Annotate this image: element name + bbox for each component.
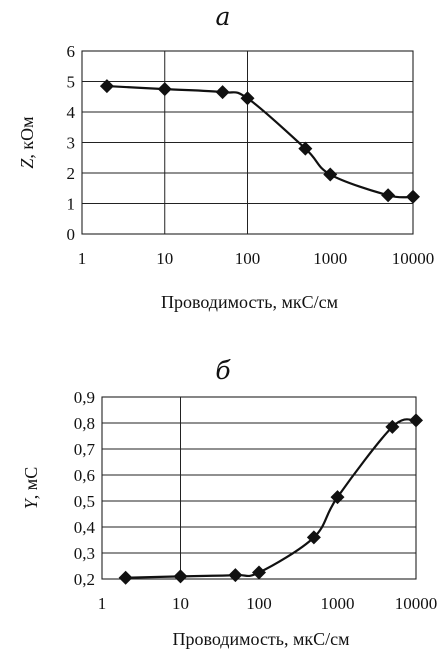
chart-panel-b: б 0,2 0,3 0,4 0,5 0,6 0,7 0,8 0,9 1 10 100 1000 1000… — [0, 330, 446, 659]
chart0-xtick-label: 1 — [78, 249, 87, 268]
chart1-ytick-label: 0,3 — [74, 544, 95, 563]
chart1-xtick-label: 10 — [172, 594, 189, 613]
chart0-data-point — [240, 91, 255, 106]
chart0-ytick-label: 3 — [67, 134, 76, 153]
chart1-xtick-label: 1 — [98, 594, 107, 613]
chart0-data-point — [298, 141, 313, 156]
chart1-y-axis-label: Y, мС — [21, 467, 41, 509]
chart0-xtick-label: 1000 — [313, 249, 347, 268]
chart1-xtick-label: 10000 — [395, 594, 438, 613]
chart-b-svg: 0,2 0,3 0,4 0,5 0,6 0,7 0,8 0,9 1 10 100 1000 10000 Y… — [21, 388, 438, 649]
chart1-data-point — [306, 530, 321, 545]
chart0-series-line — [106, 84, 414, 199]
chart0-data-point — [99, 79, 114, 94]
chart1-ytick-label: 0,2 — [74, 570, 95, 589]
chart0-data-point — [323, 167, 338, 182]
chart1-xtick-label: 100 — [246, 594, 272, 613]
chart0-data-point — [406, 189, 420, 204]
chart0-ytick-label: 4 — [67, 103, 76, 122]
chart1-ytick-label: 0,4 — [74, 518, 96, 537]
panel-a-letter: а — [215, 2, 231, 31]
chart0-y-axis-label: Z, кОм — [17, 116, 37, 168]
chart-panel-a: а 0 1 2 3 4 5 6 1 10 100 1000 10000 Z, кОм Проводимос… — [17, 2, 435, 312]
chart1-xtick-label: 1000 — [321, 594, 355, 613]
panel-b-letter: б — [215, 356, 231, 385]
chart1-data-point — [228, 568, 243, 583]
chart1-data-point — [385, 419, 400, 434]
chart0-ytick-label: 5 — [67, 73, 76, 92]
chart1-ytick-label: 0,5 — [74, 492, 95, 511]
chart0-plot-frame — [81, 50, 414, 235]
chart0-xtick-label: 10 — [156, 249, 173, 268]
chart1-ytick-label: 0,8 — [74, 414, 95, 433]
chart1-data-point — [252, 565, 266, 580]
chart1-plot-frame — [101, 396, 417, 580]
chart0-ytick-label: 6 — [67, 42, 76, 61]
chart1-data-point — [409, 413, 423, 428]
chart0-ytick-label: 1 — [67, 195, 76, 214]
chart0-x-axis-label: Проводимость, мкС/см — [161, 292, 338, 312]
chart0-data-point — [381, 188, 396, 203]
chart1-ytick-label: 0,6 — [74, 466, 95, 485]
chart1-x-axis-label: Проводимость, мкС/см — [172, 629, 349, 649]
chart0-data-point — [157, 82, 172, 97]
chart1-data-point — [173, 569, 188, 584]
chart1-ytick-label: 0,7 — [74, 440, 96, 459]
chart0-xtick-label: 100 — [235, 249, 261, 268]
chart0-ytick-label: 2 — [67, 164, 76, 183]
chart1-data-point — [330, 490, 345, 505]
chart0-data-point — [215, 85, 230, 100]
chart1-series-line — [125, 418, 417, 579]
chart1-ytick-label: 0,9 — [74, 388, 95, 407]
chart1-data-point — [118, 570, 133, 585]
chart0-ytick-label: 0 — [67, 225, 76, 244]
chart0-xtick-label: 10000 — [392, 249, 435, 268]
